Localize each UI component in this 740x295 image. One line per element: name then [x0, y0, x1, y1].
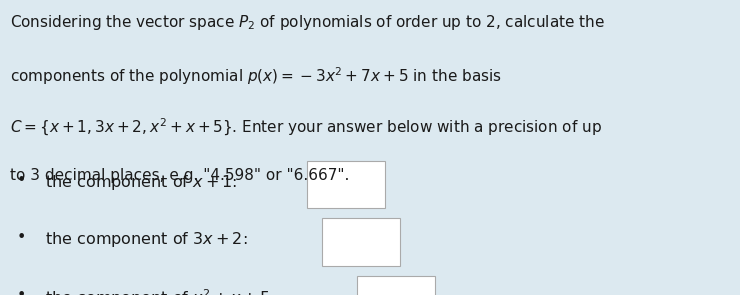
Bar	[357, 276, 435, 295]
Bar	[322, 218, 400, 266]
Text: the component of $3x + 2$:: the component of $3x + 2$:	[35, 230, 247, 249]
Text: to 3 decimal places, e.g. "4.598" or "6.667".: to 3 decimal places, e.g. "4.598" or "6.…	[10, 168, 349, 183]
Text: •: •	[16, 173, 26, 188]
Text: •: •	[16, 230, 26, 245]
Text: the component of $x^2 + x + 5$:: the component of $x^2 + x + 5$:	[35, 288, 275, 295]
Text: components of the polynomial $p(x) = -3x^2 + 7x + 5$ in the basis: components of the polynomial $p(x) = -3x…	[10, 65, 502, 87]
Text: $C = \{x + 1, 3x + 2, x^2 + x + 5\}$. Enter your answer below with a precision o: $C = \{x + 1, 3x + 2, x^2 + x + 5\}$. En…	[10, 117, 602, 138]
Bar	[307, 161, 385, 208]
Text: •: •	[16, 288, 26, 295]
Text: Considering the vector space $P_2$ of polynomials of order up to 2, calculate th: Considering the vector space $P_2$ of po…	[10, 13, 605, 32]
Text: the component of $x + 1$:: the component of $x + 1$:	[35, 173, 238, 191]
